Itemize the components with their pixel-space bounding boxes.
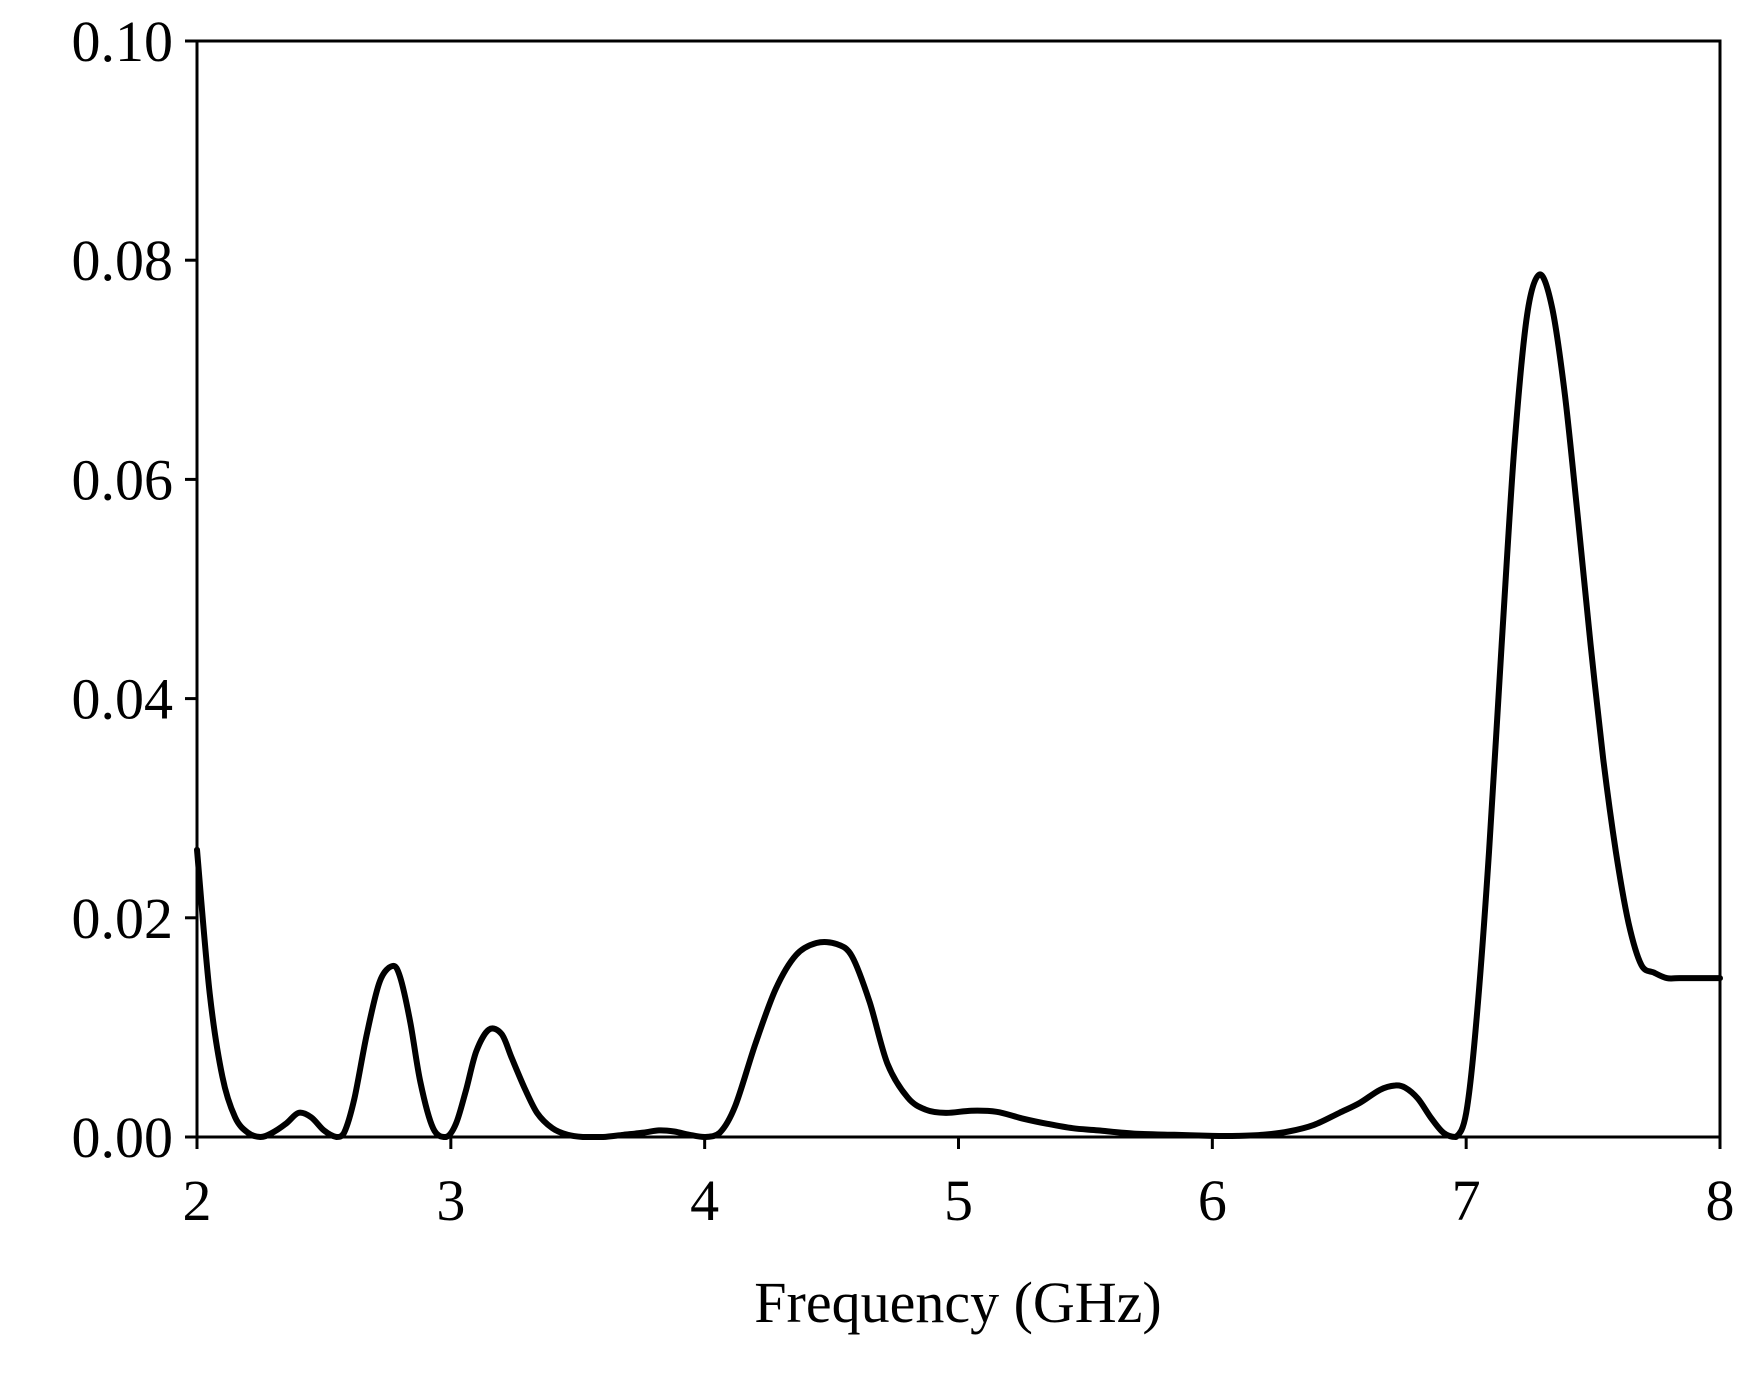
y-tick-label: 0.02	[72, 886, 174, 951]
x-tick-label: 5	[944, 1168, 973, 1233]
x-tick-label: 8	[1706, 1168, 1735, 1233]
y-tick-label: 0.04	[72, 667, 174, 732]
x-tick-label: 7	[1452, 1168, 1481, 1233]
x-axis: 2 3 4 5 6 7 8	[183, 1137, 1735, 1233]
x-tick-label: 2	[183, 1168, 212, 1233]
x-tick-label: 3	[436, 1168, 465, 1233]
plot-frame	[195, 39, 1722, 1139]
series-line	[194, 271, 1723, 1141]
y-tick-label: 0.06	[72, 447, 174, 512]
y-axis: 0.00 0.02 0.04 0.06 0.08 0.10	[72, 9, 197, 1170]
x-tick-label: 6	[1198, 1168, 1227, 1233]
y-tick-label: 0.00	[72, 1105, 174, 1170]
x-tick-label: 4	[690, 1168, 719, 1233]
y-tick-label: 0.10	[72, 9, 174, 74]
y-tick-label: 0.08	[72, 228, 174, 293]
x-axis-title: Frequency (GHz)	[754, 1270, 1161, 1335]
